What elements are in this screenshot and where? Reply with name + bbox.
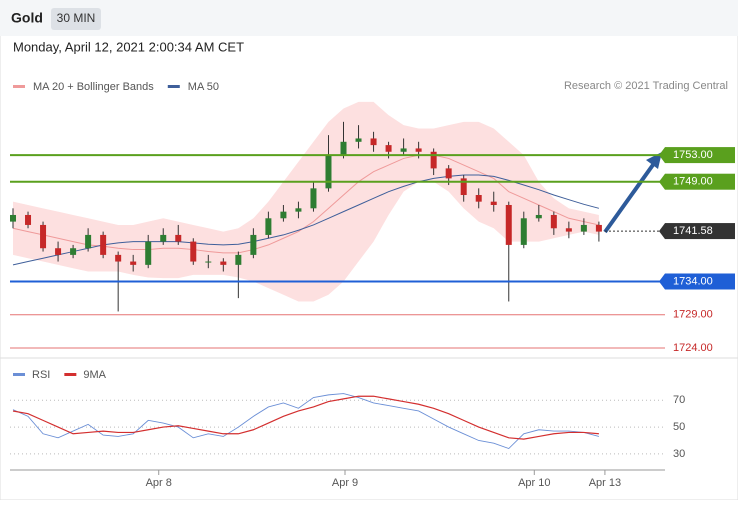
bollinger-band	[13, 101, 599, 302]
candle-body	[355, 138, 362, 142]
candle-body	[415, 148, 422, 152]
x-tick-label: Apr 8	[146, 477, 172, 489]
price-level-label: 1753.00	[673, 149, 713, 161]
price-level-pointer	[659, 147, 665, 164]
candle-body	[595, 224, 602, 232]
candle-body	[265, 218, 272, 235]
candle-body	[145, 241, 152, 265]
timeframe-label[interactable]: 30 MIN	[57, 11, 96, 25]
price-level-label: 1741.58	[673, 225, 713, 237]
candle-body	[385, 145, 392, 152]
legend-label: MA 20 + Bollinger Bands	[33, 81, 154, 93]
candle-body	[10, 214, 17, 222]
candle-body	[220, 261, 227, 265]
candle-body	[550, 214, 557, 229]
x-tick-label: Apr 10	[518, 477, 550, 489]
legend-swatch	[167, 85, 180, 88]
candle-body	[40, 224, 47, 249]
candle-body	[370, 138, 377, 146]
candle-body	[445, 168, 452, 179]
price-level-pointer	[659, 273, 665, 290]
legend-label: RSI	[32, 369, 50, 381]
price-level-label: 1749.00	[673, 176, 713, 188]
price-level-box	[665, 273, 735, 290]
candle-body	[310, 188, 317, 209]
candle-body	[70, 248, 77, 255]
candle-body	[295, 208, 302, 212]
rsi-line	[12, 393, 600, 450]
ma50-line	[12, 174, 600, 266]
candle-body	[190, 241, 197, 262]
candle-body	[100, 234, 107, 255]
candle-body	[115, 254, 122, 262]
candle-body	[205, 261, 212, 263]
candle-body	[160, 234, 167, 242]
price-level-box	[665, 223, 735, 240]
price-level-box	[665, 173, 735, 190]
candle-body	[340, 141, 347, 156]
candle-body	[85, 234, 92, 249]
legend-label: 9MA	[83, 369, 106, 381]
legend-label: MA 50	[188, 81, 219, 93]
candle-body	[250, 234, 257, 255]
x-tick-label: Apr 13	[589, 477, 621, 489]
date: Monday, April 12, 2021 2:00:34 AM CET	[13, 39, 244, 54]
candle-body	[505, 204, 512, 245]
legend-swatch	[64, 373, 77, 376]
candle-body	[565, 228, 572, 232]
candle-body	[175, 234, 182, 242]
candle-body	[460, 178, 467, 196]
legend-swatch	[13, 85, 25, 88]
x-tick-label: Apr 9	[332, 477, 358, 489]
candle-body	[520, 218, 527, 245]
price-level-pointer	[659, 173, 665, 190]
rsi-ma-line	[12, 395, 599, 440]
forecast-arrow	[603, 160, 657, 234]
price-level-label: 1729.00	[673, 309, 713, 321]
price-level-label: 1724.00	[673, 342, 713, 354]
candle-body	[55, 248, 62, 255]
legend-swatch	[13, 373, 25, 376]
candle-body	[475, 195, 482, 202]
header-bar	[0, 0, 738, 36]
candle-body	[490, 201, 497, 205]
timeframe-button[interactable]	[51, 8, 101, 30]
instrument-title: Gold	[11, 10, 43, 26]
ma20-line	[12, 154, 600, 254]
rsi-tick-label: 70	[673, 394, 685, 406]
candle-body	[535, 214, 542, 219]
candle-body	[130, 261, 137, 265]
price-level-label: 1734.00	[673, 275, 713, 287]
rsi-tick-label: 50	[673, 421, 685, 433]
candle-body	[580, 224, 587, 232]
credit: Research © 2021 Trading Central	[564, 80, 728, 92]
rsi-tick-label: 30	[673, 448, 685, 460]
candle-body	[235, 254, 242, 265]
price-level-box	[665, 147, 735, 164]
candle-body	[25, 214, 32, 225]
arrow-head	[646, 152, 662, 169]
candle-body	[325, 155, 332, 189]
candle-body	[400, 148, 407, 152]
candle-body	[280, 211, 287, 219]
candle-body	[430, 151, 437, 169]
price-level-pointer	[659, 223, 665, 240]
